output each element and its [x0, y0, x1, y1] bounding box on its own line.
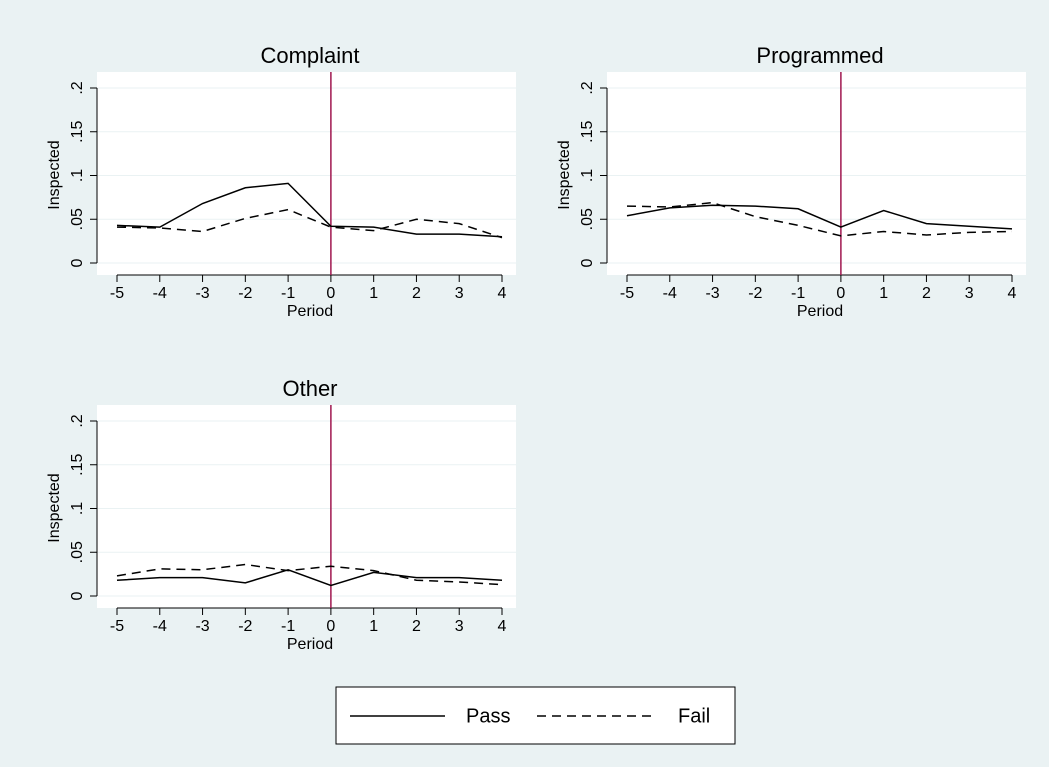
x-tick-label: -1 — [281, 285, 295, 302]
y-tick-label: .05 — [69, 541, 86, 563]
x-tick-label: 1 — [369, 618, 378, 635]
legend-label: Pass — [466, 705, 510, 727]
y-tick-label: .1 — [579, 169, 596, 182]
y-tick-label: .1 — [69, 502, 86, 515]
y-axis-title: Inspected — [46, 140, 63, 209]
x-tick-label: 3 — [455, 618, 464, 635]
y-tick-label: .2 — [69, 414, 86, 427]
series-line — [116, 568, 503, 587]
x-tick-label: 0 — [326, 618, 335, 635]
plot-area — [607, 72, 1026, 275]
series-line — [116, 563, 503, 586]
x-tick-label: 1 — [369, 285, 378, 302]
x-tick-label: 2 — [412, 618, 421, 635]
series-line — [116, 208, 503, 239]
series-line — [116, 182, 503, 238]
x-tick-label: -1 — [791, 285, 805, 302]
y-tick-label: 0 — [69, 258, 86, 267]
x-tick-label: -4 — [153, 285, 167, 302]
y-tick-label: 0 — [579, 258, 596, 267]
x-tick-label: -5 — [110, 618, 124, 635]
x-tick-label: 0 — [836, 285, 845, 302]
x-tick-label: -5 — [620, 285, 634, 302]
x-tick-label: -3 — [705, 285, 719, 302]
y-tick-label: .05 — [69, 208, 86, 230]
panel-title: Programmed — [756, 43, 883, 68]
x-tick-label: -4 — [663, 285, 677, 302]
legend-label: Fail — [678, 705, 710, 727]
y-tick-label: .05 — [579, 208, 596, 230]
panel-title: Other — [282, 376, 337, 401]
y-tick-label: .15 — [579, 121, 596, 143]
y-axis-title: Inspected — [556, 140, 573, 209]
x-axis-title: Period — [287, 303, 333, 320]
x-tick-label: 2 — [922, 285, 931, 302]
x-tick-label: 2 — [412, 285, 421, 302]
x-tick-label: 4 — [498, 285, 507, 302]
x-tick-label: 1 — [879, 285, 888, 302]
x-tick-label: 3 — [965, 285, 974, 302]
x-tick-label: -3 — [195, 285, 209, 302]
x-tick-label: -1 — [281, 618, 295, 635]
y-tick-label: .15 — [69, 454, 86, 476]
x-tick-label: 4 — [1008, 285, 1017, 302]
plot-area — [97, 405, 516, 608]
y-tick-label: .1 — [69, 169, 86, 182]
y-tick-label: .15 — [69, 121, 86, 143]
y-tick-label: 0 — [69, 591, 86, 600]
x-tick-label: -2 — [748, 285, 762, 302]
x-tick-label: -3 — [195, 618, 209, 635]
x-tick-label: 0 — [326, 285, 335, 302]
x-axis-title: Period — [287, 636, 333, 653]
x-tick-label: 4 — [498, 618, 507, 635]
x-tick-label: -2 — [238, 618, 252, 635]
x-tick-label: -4 — [153, 618, 167, 635]
plot-area — [97, 72, 516, 275]
y-axis-title: Inspected — [46, 473, 63, 542]
x-axis-title: Period — [797, 303, 843, 320]
y-tick-label: .2 — [69, 81, 86, 94]
series-line — [626, 204, 1013, 230]
y-tick-label: .2 — [579, 81, 596, 94]
panel-title: Complaint — [260, 43, 359, 68]
x-tick-label: -5 — [110, 285, 124, 302]
x-tick-label: 3 — [455, 285, 464, 302]
x-tick-label: -2 — [238, 285, 252, 302]
series-line — [626, 201, 1013, 237]
